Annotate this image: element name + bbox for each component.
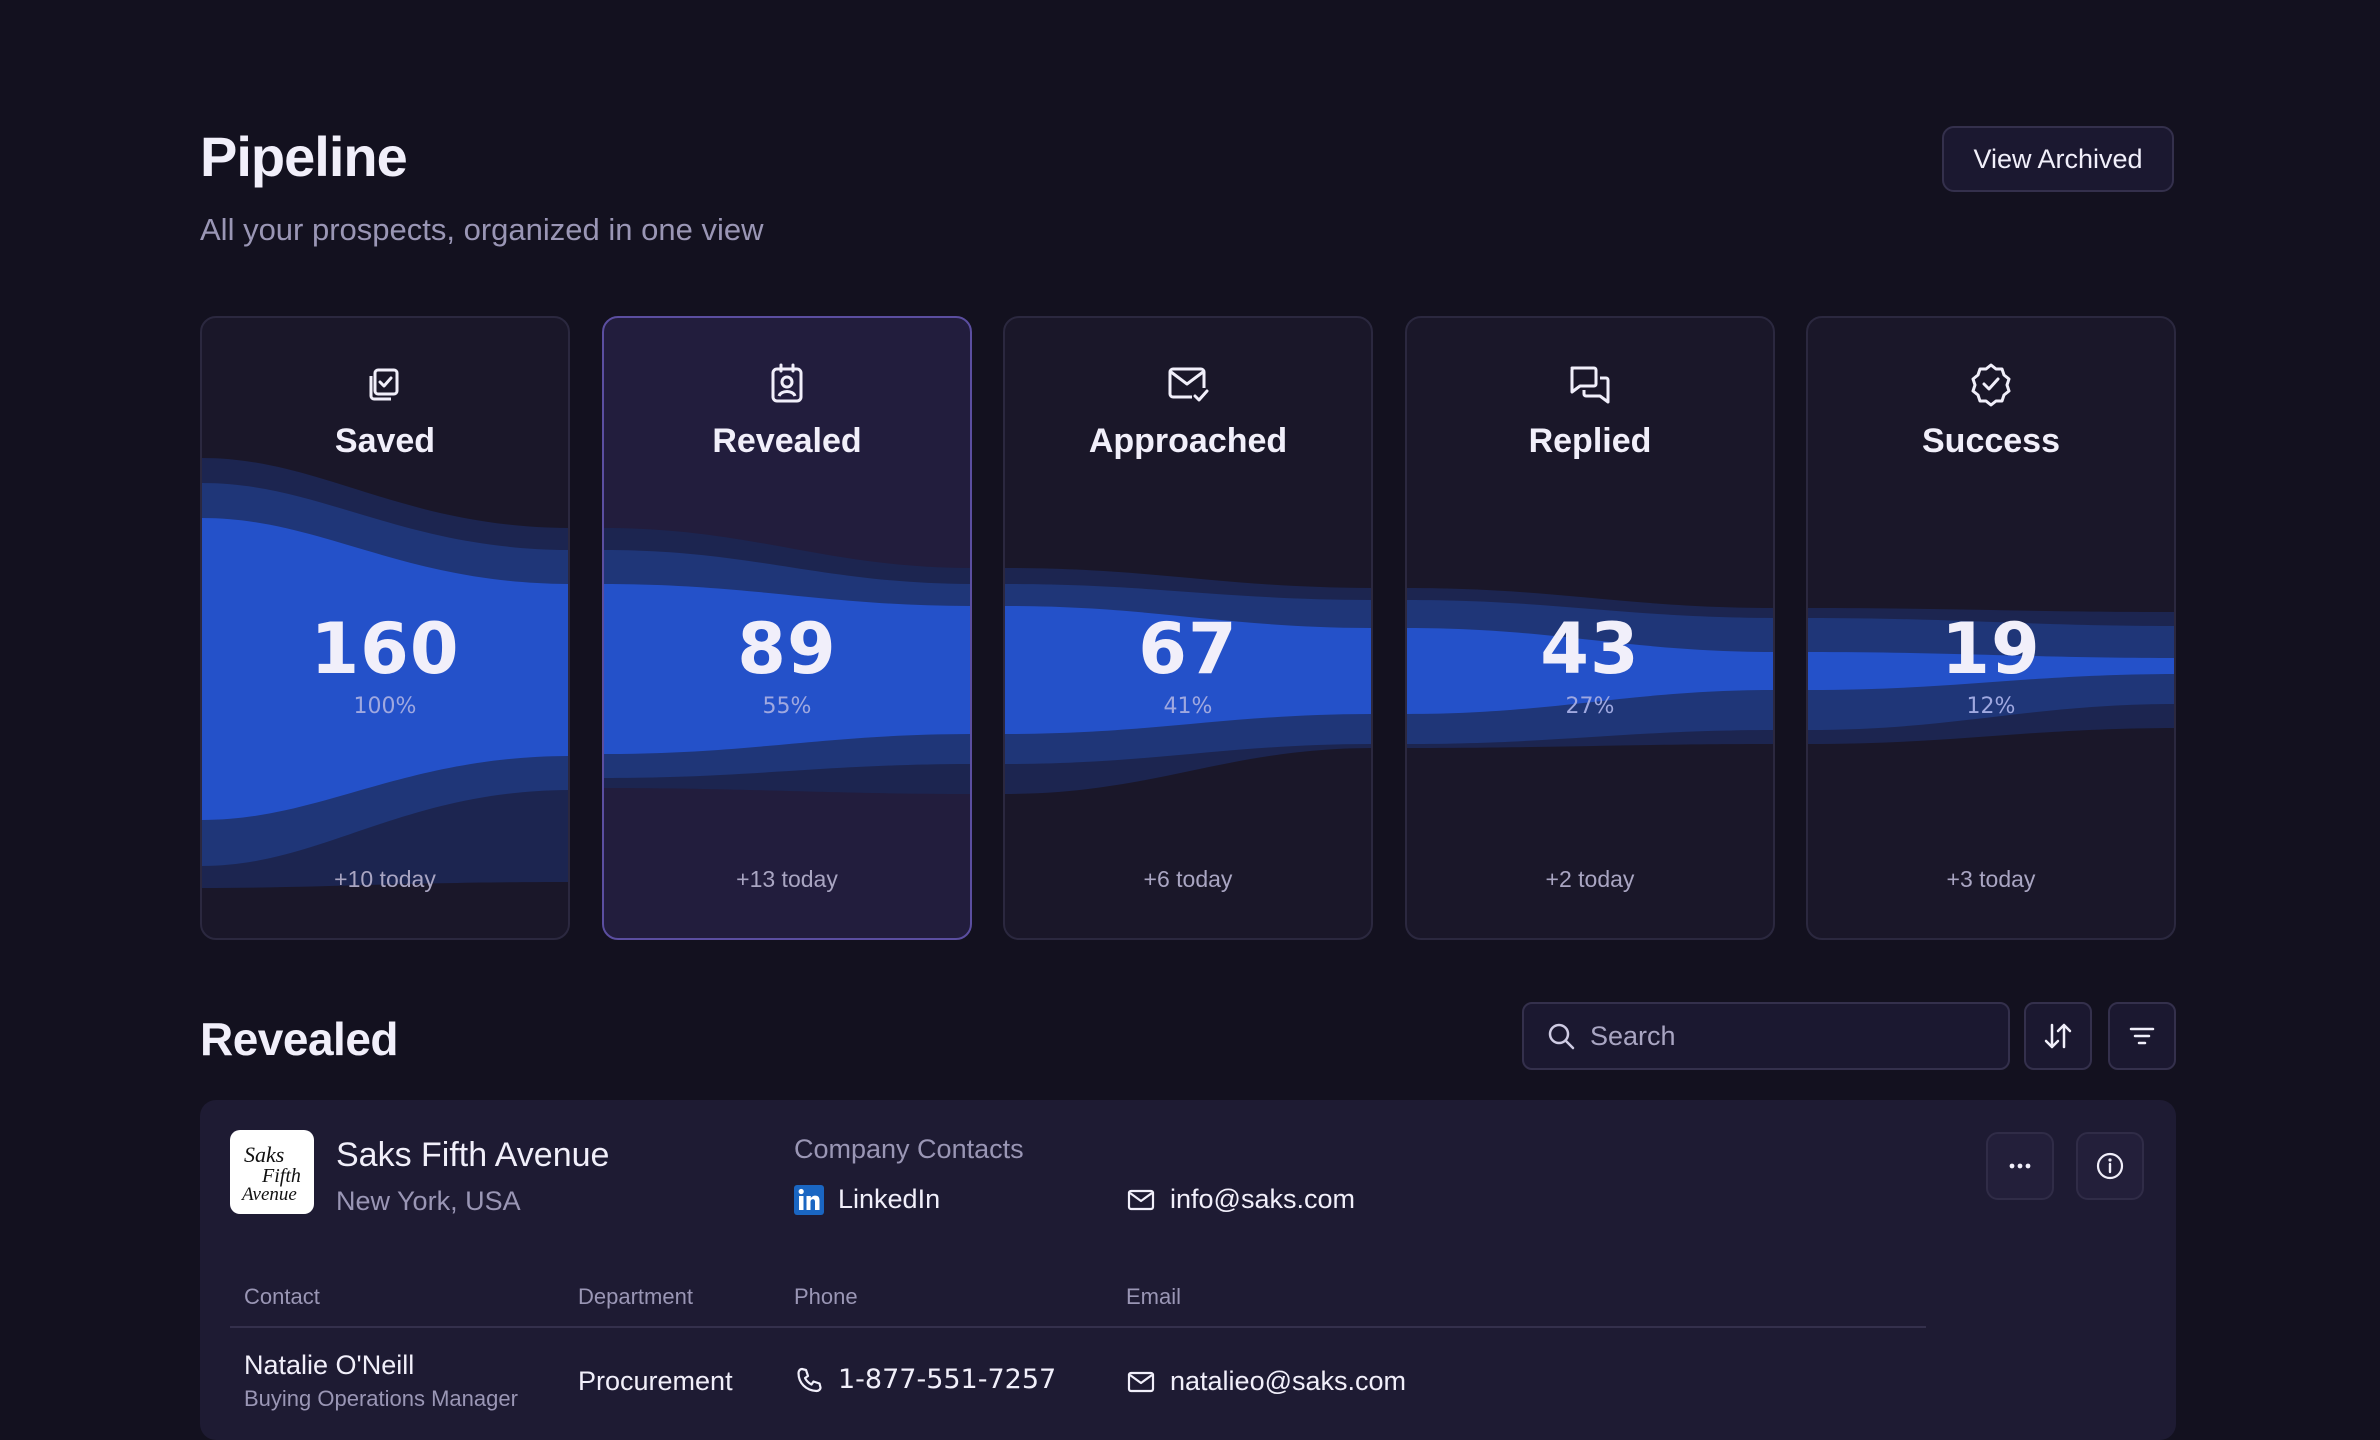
phone-icon xyxy=(797,1367,822,1392)
stage-today: +10 today xyxy=(334,866,436,892)
saks-logo-icon: Saks Fifth Avenue xyxy=(240,1142,301,1205)
stage-card-replied[interactable]: Replied 43 27% +2 today xyxy=(1405,316,1775,940)
linkedin-label: LinkedIn xyxy=(838,1184,941,1214)
stage-count: 19 xyxy=(1941,608,2041,690)
page-title: Pipeline xyxy=(200,125,408,188)
stage-label: Replied xyxy=(1528,422,1652,460)
stage-count: 89 xyxy=(737,608,837,690)
stage-count: 43 xyxy=(1540,608,1640,690)
sort-button[interactable] xyxy=(2024,1002,2092,1070)
stage-today: +13 today xyxy=(736,866,838,892)
svg-text:Avenue: Avenue xyxy=(240,1184,297,1205)
funnel-flow xyxy=(1407,588,1773,748)
contact-name: Natalie O'Neill xyxy=(244,1350,415,1380)
info-icon xyxy=(2096,1152,2124,1180)
stage-card-success[interactable]: Success 19 12% +3 today xyxy=(1806,316,2176,940)
company-contacts-heading: Company Contacts xyxy=(794,1134,1024,1164)
view-archived-button[interactable]: View Archived xyxy=(1942,126,2174,192)
stage-percent: 55% xyxy=(762,694,812,719)
contact-department: Procurement xyxy=(578,1366,733,1396)
svg-text:Saks: Saks xyxy=(244,1142,284,1167)
page-subtitle: All your prospects, organized in one vie… xyxy=(200,212,764,247)
filter-icon xyxy=(2129,1027,2155,1045)
chat-bubbles-icon xyxy=(1570,366,1610,404)
linkedin-icon xyxy=(794,1184,824,1215)
contact-phone[interactable]: 1-877-551-7257 xyxy=(794,1364,1056,1395)
stage-today: +3 today xyxy=(1946,866,2036,892)
mail-icon xyxy=(1127,1189,1155,1210)
svg-text:Fifth: Fifth xyxy=(261,1165,301,1187)
funnel-flow xyxy=(604,528,970,794)
table-divider xyxy=(230,1326,1926,1328)
stage-percent: 41% xyxy=(1163,694,1213,719)
info-button[interactable] xyxy=(2076,1132,2144,1200)
stage-today: +2 today xyxy=(1545,866,1635,892)
stage-percent: 27% xyxy=(1565,694,1615,719)
stage-percent: 100% xyxy=(353,694,417,719)
linkedin-link[interactable]: LinkedIn xyxy=(794,1184,940,1215)
company-card: Saks Fifth Avenue Saks Fifth Avenue New … xyxy=(200,1100,2176,1440)
contact-title: Buying Operations Manager xyxy=(244,1386,518,1411)
pipeline-stages: Saved 160 100% +10 today Revealed 89 55%… xyxy=(200,316,2176,940)
stage-label: Saved xyxy=(334,422,436,460)
mail-icon xyxy=(1127,1371,1155,1392)
stage-count: 67 xyxy=(1138,608,1238,690)
bookmark-check-icon xyxy=(369,368,399,401)
filter-button[interactable] xyxy=(2108,1002,2176,1070)
search-box[interactable] xyxy=(1522,1002,2010,1070)
contact-email: natalieo@saks.com xyxy=(1170,1366,1407,1396)
mail-check-icon xyxy=(1168,367,1209,402)
funnel-flow xyxy=(1005,568,1371,794)
contact-card-icon xyxy=(771,363,803,403)
stage-label: Approached xyxy=(1088,422,1288,460)
more-horizontal-icon xyxy=(2009,1163,2031,1169)
funnel-flow xyxy=(1808,608,2174,744)
funnel-flow xyxy=(202,458,568,888)
company-email: info@saks.com xyxy=(1170,1184,1355,1214)
stage-card-saved[interactable]: Saved 160 100% +10 today xyxy=(200,316,570,940)
stage-label: Revealed xyxy=(712,422,862,460)
sort-arrows-icon xyxy=(2044,1023,2072,1049)
contact-phone-number: 1-877-551-7257 xyxy=(838,1364,1057,1395)
contact-email-link[interactable]: natalieo@saks.com xyxy=(1126,1366,1406,1397)
stage-today: +6 today xyxy=(1143,866,1233,892)
company-logo: Saks Fifth Avenue xyxy=(230,1130,314,1214)
search-input[interactable] xyxy=(1588,1019,1992,1053)
column-header-department: Department xyxy=(578,1284,693,1309)
section-title: Revealed xyxy=(200,1013,399,1065)
company-name: Saks Fifth Avenue xyxy=(336,1136,610,1174)
stage-percent: 12% xyxy=(1966,694,2016,719)
more-options-button[interactable] xyxy=(1986,1132,2054,1200)
column-header-contact: Contact xyxy=(244,1284,320,1309)
stage-label: Success xyxy=(1922,422,2060,460)
column-header-phone: Phone xyxy=(794,1284,858,1309)
search-icon xyxy=(1548,1023,1575,1050)
badge-check-icon xyxy=(1971,363,2011,407)
company-location: New York, USA xyxy=(336,1186,521,1216)
column-header-email: Email xyxy=(1126,1284,1182,1309)
stage-count: 160 xyxy=(310,608,460,690)
stage-card-approached[interactable]: Approached 67 41% +6 today xyxy=(1003,316,1373,940)
company-email-link[interactable]: info@saks.com xyxy=(1126,1184,1355,1215)
stage-card-revealed[interactable]: Revealed 89 55% +13 today xyxy=(602,316,972,940)
